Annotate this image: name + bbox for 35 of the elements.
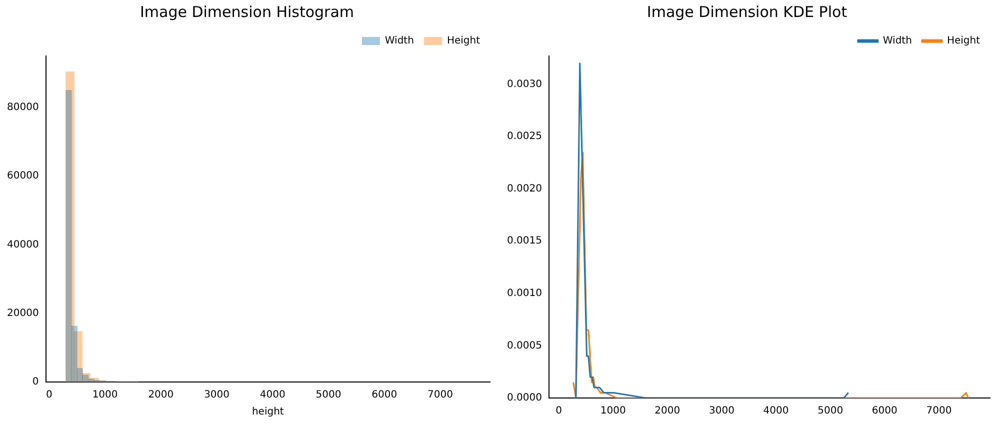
legend-label: Width <box>882 36 912 47</box>
legend-label: Height <box>946 36 980 47</box>
chart-title: Image Dimension Histogram <box>140 2 354 21</box>
x-tick-label: 2000 <box>148 390 174 401</box>
y-tick-label: 20000 <box>7 308 39 319</box>
y-tick-label: 60000 <box>7 170 39 182</box>
x-tick-label: 3000 <box>708 406 734 417</box>
x-tick-label: 1000 <box>92 390 118 401</box>
y-tick-label: 0.0000 <box>506 392 542 404</box>
x-tick-label: 6000 <box>872 406 898 417</box>
y-tick-label: 0.0025 <box>506 131 542 142</box>
chart-title: Image Dimension KDE Plot <box>646 2 848 21</box>
x-tick-label: 5000 <box>818 406 844 417</box>
y-tick-label: 40000 <box>7 239 39 250</box>
x-axis-title: height <box>252 406 284 418</box>
legend-label: Height <box>446 36 480 47</box>
y-tick-label: 80000 <box>7 102 39 114</box>
y-tick-label: 0.0005 <box>506 340 542 352</box>
x-tick-label: 6000 <box>372 390 398 401</box>
x-tick-label: 7000 <box>428 390 453 401</box>
x-tick-label: 3000 <box>204 390 230 401</box>
y-tick-label: 0.0015 <box>506 236 542 247</box>
x-tick-label: 1000 <box>600 406 626 417</box>
x-tick-label: 4000 <box>260 390 286 401</box>
x-tick-label: 7000 <box>926 406 952 417</box>
y-tick-label: 0 <box>32 376 39 388</box>
x-tick-label: 5000 <box>316 390 342 401</box>
x-tick-label: 0 <box>46 390 52 401</box>
x-tick-label: 4000 <box>763 406 789 417</box>
y-tick-label: 0.0010 <box>506 288 542 300</box>
x-tick-label: 0 <box>556 406 562 417</box>
y-tick-label: 0.0020 <box>506 183 542 194</box>
x-tick-label: 2000 <box>654 406 680 417</box>
y-tick-label: 0.0030 <box>506 78 542 90</box>
legend-label: Width <box>384 36 414 47</box>
